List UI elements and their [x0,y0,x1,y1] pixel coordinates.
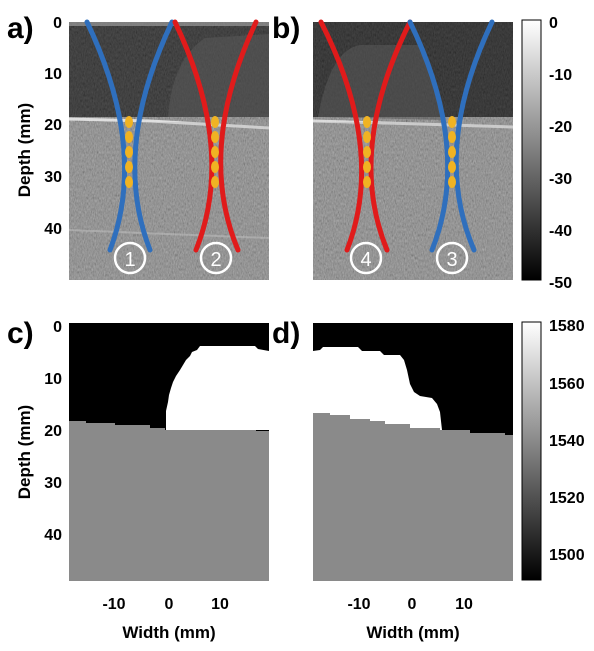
colorbar-top: 0 -10 -20 -30 -40 -50 [521,15,572,292]
svg-text:30: 30 [44,169,62,186]
svg-text:1520: 1520 [549,490,585,507]
ultrasound-image-a [69,22,269,280]
svg-text:0: 0 [53,15,62,32]
x-ticks-c: -10 0 10 [102,596,229,613]
panel-a: a) [7,12,269,280]
svg-text:-50: -50 [549,275,572,292]
panel-d: d) -10 0 10 Width (mm) [272,317,513,642]
y-axis-label-top: Depth (mm) [15,103,34,197]
colorbar-bottom-ticks: 1580 1560 1540 1520 1500 [549,318,585,564]
focus-dots-a [125,116,219,188]
beam-2-red [172,19,259,253]
y-ticks-top: 0 10 20 30 40 [44,15,62,238]
panel-letter-b: b) [272,12,300,45]
svg-text:3: 3 [446,249,457,271]
beam-label-4: 4 [349,241,383,275]
svg-text:4: 4 [360,249,371,271]
panel-letter-d: d) [272,317,300,350]
svg-text:10: 10 [211,596,229,613]
svg-text:30: 30 [44,475,62,492]
svg-text:40: 40 [44,221,62,238]
beam-4-red [318,19,413,253]
x-axis-label-d: Width (mm) [366,623,459,642]
svg-text:20: 20 [44,423,62,440]
svg-text:-20: -20 [549,119,572,136]
sos-map-c [69,323,269,581]
ultrasound-image-b [313,22,513,280]
svg-text:20: 20 [44,117,62,134]
svg-text:0: 0 [408,596,417,613]
svg-text:-10: -10 [549,67,572,84]
colorbar-bottom: 1580 1560 1540 1520 1500 [521,318,585,581]
focus-dots-b [363,116,456,188]
svg-text:1500: 1500 [549,547,585,564]
svg-text:0: 0 [549,15,558,32]
colorbar-top-ticks: 0 -10 -20 -30 -40 -50 [549,15,572,292]
svg-text:0: 0 [53,319,62,336]
svg-text:1540: 1540 [549,433,585,450]
svg-text:1560: 1560 [549,376,585,393]
y-ticks-bottom: 0 10 20 30 40 [44,319,62,544]
panel-c: c) 0 10 20 30 40 Depth (mm) -10 0 10 Wid… [7,317,269,642]
svg-text:-40: -40 [549,223,572,240]
beam-3-blue [407,19,495,253]
beam-label-2: 2 [199,241,233,275]
beam-1-blue [84,19,175,253]
svg-text:-30: -30 [549,171,572,188]
svg-text:1: 1 [124,249,135,271]
beam-label-3: 3 [435,241,469,275]
y-axis-label-bottom: Depth (mm) [15,405,34,499]
panel-letter-a: a) [7,12,34,45]
svg-text:40: 40 [44,527,62,544]
x-axis-label-c: Width (mm) [122,623,215,642]
svg-text:-10: -10 [347,596,370,613]
svg-text:0: 0 [165,596,174,613]
svg-text:1580: 1580 [549,318,585,335]
svg-text:10: 10 [44,371,62,388]
svg-text:10: 10 [44,66,62,83]
beam-label-1: 1 [113,241,147,275]
svg-text:-10: -10 [102,596,125,613]
panel-b: b) 4 3 [272,12,513,280]
panel-letter-c: c) [7,317,34,350]
sos-map-d [313,323,513,581]
svg-text:10: 10 [455,596,473,613]
svg-text:2: 2 [210,249,221,271]
x-ticks-d: -10 0 10 [347,596,473,613]
